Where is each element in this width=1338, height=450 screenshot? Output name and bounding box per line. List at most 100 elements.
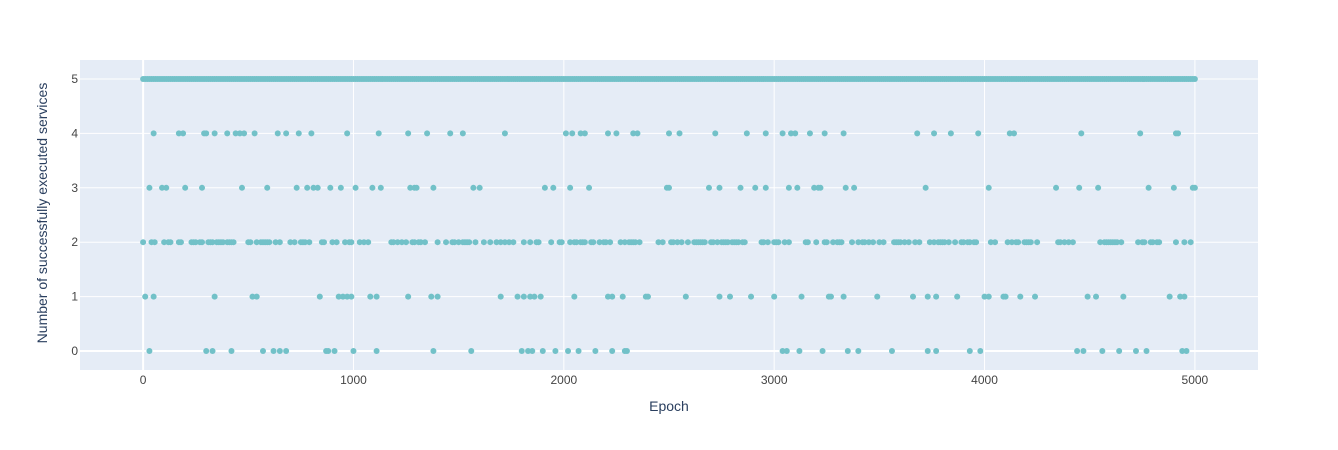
data-point (811, 184, 818, 191)
data-point (428, 293, 435, 300)
data-point (743, 130, 750, 137)
data-point (659, 239, 666, 246)
data-point (161, 239, 168, 246)
data-point (352, 184, 359, 191)
data-point (762, 130, 769, 137)
data-point (1179, 347, 1186, 354)
data-point (788, 130, 795, 137)
data-point (1032, 293, 1039, 300)
data-point (163, 184, 170, 191)
data-point (325, 347, 332, 354)
data-point (1006, 130, 1013, 137)
data-point (655, 239, 662, 246)
data-point (1143, 347, 1150, 354)
data-point (468, 347, 475, 354)
data-points (140, 76, 1198, 354)
data-point (209, 239, 216, 246)
data-point (880, 239, 887, 246)
data-point (1074, 347, 1081, 354)
data-point (619, 293, 626, 300)
data-point (992, 239, 999, 246)
y-axis-ticks: 0 1 2 3 4 5 (71, 72, 78, 358)
data-point (1120, 293, 1127, 300)
data-point (794, 184, 801, 191)
data-point (621, 239, 628, 246)
data-point (146, 184, 153, 191)
data-point (613, 130, 620, 137)
y-tick-label: 0 (71, 344, 78, 358)
data-point (590, 239, 597, 246)
data-point (228, 347, 235, 354)
data-point (933, 347, 940, 354)
data-point (369, 184, 376, 191)
data-point (247, 239, 254, 246)
data-point (421, 239, 428, 246)
data-point (682, 293, 689, 300)
data-point (529, 347, 536, 354)
data-point (344, 130, 351, 137)
x-tick-label: 3000 (761, 373, 788, 387)
data-point (1099, 347, 1106, 354)
data-point (203, 347, 210, 354)
data-point (1080, 347, 1087, 354)
data-point (140, 239, 147, 246)
data-point (224, 130, 231, 137)
data-point (830, 239, 837, 246)
y-tick-label: 5 (71, 72, 78, 86)
data-point (276, 239, 283, 246)
data-point (1057, 239, 1064, 246)
data-point (333, 239, 340, 246)
data-point (941, 239, 948, 246)
data-point (1084, 293, 1091, 300)
data-point (390, 239, 397, 246)
data-point (933, 293, 940, 300)
data-point (716, 293, 723, 300)
data-point (945, 239, 952, 246)
data-point (952, 239, 959, 246)
data-point (855, 347, 862, 354)
data-point (251, 130, 258, 137)
data-point (607, 239, 614, 246)
data-point (888, 347, 895, 354)
data-point (947, 130, 954, 137)
data-point (977, 347, 984, 354)
data-point (1187, 239, 1194, 246)
data-point (527, 293, 534, 300)
data-point (476, 184, 483, 191)
data-point (1191, 76, 1198, 83)
data-point (424, 130, 431, 137)
data-point (840, 130, 847, 137)
data-point (1027, 239, 1034, 246)
data-point (1076, 184, 1083, 191)
data-point (924, 293, 931, 300)
data-point (819, 347, 826, 354)
data-point (306, 239, 313, 246)
data-point (1078, 130, 1085, 137)
data-point (159, 184, 166, 191)
data-point (1008, 239, 1015, 246)
data-point (737, 184, 744, 191)
data-point (567, 239, 574, 246)
data-point (455, 239, 462, 246)
data-point (960, 239, 967, 246)
data-point (337, 184, 344, 191)
data-point (779, 347, 786, 354)
data-point (434, 239, 441, 246)
x-axis-ticks: 0 1000 2000 3000 4000 5000 (140, 373, 1209, 387)
data-point (781, 239, 788, 246)
data-point (497, 239, 504, 246)
data-point (827, 293, 834, 300)
data-point (1053, 184, 1060, 191)
data-point (501, 239, 508, 246)
data-point (849, 239, 856, 246)
y-tick-label: 1 (71, 290, 78, 304)
data-point (287, 239, 294, 246)
data-point (855, 239, 862, 246)
data-point (735, 239, 742, 246)
data-point (180, 130, 187, 137)
data-point (914, 130, 921, 137)
data-point (365, 239, 372, 246)
data-point (266, 239, 273, 246)
data-point (569, 130, 576, 137)
data-point (1172, 239, 1179, 246)
